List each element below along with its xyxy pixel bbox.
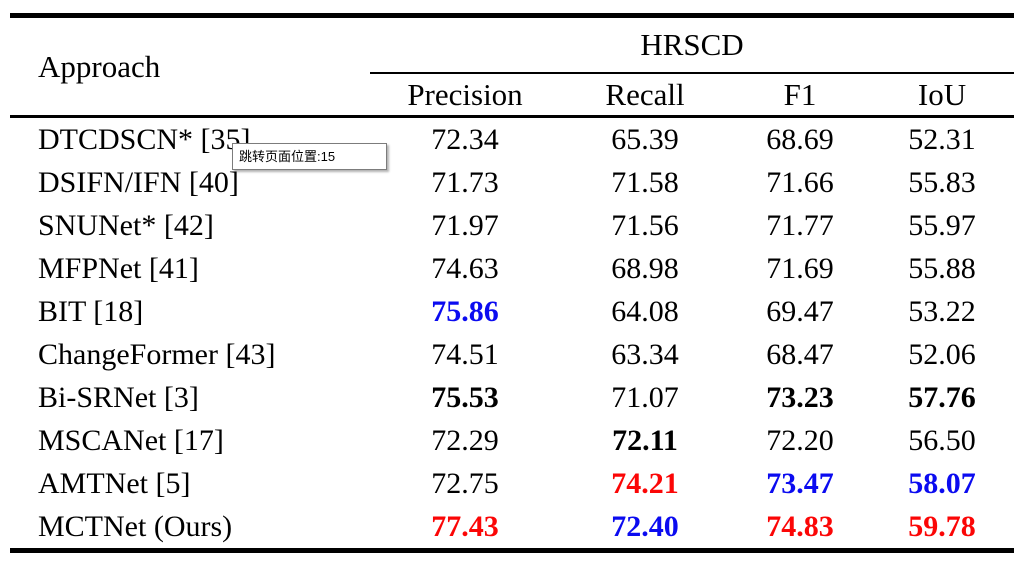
col-header-precision: Precision [370,73,560,118]
table-row: BIT [18] 75.86 64.08 69.47 53.22 [10,290,1014,333]
metric-value-cell: 53.22 [908,294,976,328]
metric-value-cell: 57.76 [908,380,976,414]
metric-value-cell: 55.83 [908,165,976,199]
metric-value-cell: 72.20 [766,423,834,457]
document-page: Approach HRSCD Precision Recall F1 IoU D… [0,13,1024,570]
approach-cell: BIT [18] [38,294,144,328]
metric-value-cell: 75.53 [431,380,499,414]
table-row: ChangeFormer [43] 74.51 63.34 68.47 52.06 [10,333,1014,376]
metric-value-cell: 71.77 [766,208,834,242]
metric-value-cell: 77.43 [431,509,499,543]
approach-cell: AMTNet [5] [38,466,191,500]
table-row: SNUNet* [42] 71.97 71.56 71.77 55.97 [10,204,1014,247]
col-header-approach: Approach [10,15,370,118]
group-header-hrscd: HRSCD [370,15,1014,74]
metric-value-cell: 71.73 [431,165,499,199]
metric-value-cell: 72.34 [431,122,499,156]
table-row: AMTNet [5] 72.75 74.21 73.47 58.07 [10,462,1014,505]
metric-value-cell: 74.51 [431,337,499,371]
col-header-f1: F1 [730,73,870,118]
metric-value-cell: 55.97 [908,208,976,242]
metric-value-cell: 58.07 [908,466,976,500]
metric-value-cell: 64.08 [611,294,679,328]
metric-value-cell: 65.39 [611,122,679,156]
approach-cell: MFPNet [41] [38,251,199,285]
metric-value-cell: 71.69 [766,251,834,285]
table-row: Bi-SRNet [3] 75.53 71.07 73.23 57.76 [10,376,1014,419]
metric-value-cell: 52.06 [908,337,976,371]
group-header-row: Approach HRSCD [10,15,1014,118]
metric-value-cell: 72.11 [612,423,678,457]
metric-value-cell: 71.58 [611,165,679,199]
approach-cell: ChangeFormer [43] [38,337,276,371]
metric-value-cell: 68.98 [611,251,679,285]
metric-value-cell: 73.47 [766,466,834,500]
metric-value-cell: 73.23 [766,380,834,414]
metric-value-cell: 74.21 [611,466,679,500]
metric-value-cell: 71.66 [766,165,834,199]
approach-cell: MCTNet (Ours) [38,509,233,543]
metric-value-cell: 68.69 [766,122,834,156]
metric-value-cell: 63.34 [611,337,679,371]
table-row: DSIFN/IFN [40] 71.73 71.58 71.66 55.83 [10,161,1014,204]
metric-header-row: Precision Recall F1 IoU [10,73,1014,118]
metric-value-cell: 68.47 [766,337,834,371]
col-header-recall: Recall [560,73,730,118]
col-header-iou: IoU [870,73,1014,118]
metric-value-cell: 56.50 [908,423,976,457]
metric-value-cell: 72.40 [611,509,679,543]
metric-value-cell: 74.83 [766,509,834,543]
approach-cell: Bi-SRNet [3] [38,380,199,414]
metric-value-cell: 71.07 [611,380,679,414]
results-table: Approach HRSCD Precision Recall F1 IoU D… [10,13,1014,553]
table-row: DTCDSCN* [35] 72.34 65.39 68.69 52.31 [10,117,1014,162]
table-row: MFPNet [41] 74.63 68.98 71.69 55.88 [10,247,1014,290]
approach-cell: SNUNet* [42] [38,208,214,242]
table-row: MSCANet [17] 72.29 72.11 72.20 56.50 [10,419,1014,462]
metric-value-cell: 71.56 [611,208,679,242]
approach-cell: DSIFN/IFN [40] [38,165,239,199]
metric-value-cell: 71.97 [431,208,499,242]
metric-value-cell: 74.63 [431,251,499,285]
metric-value-cell: 72.29 [431,423,499,457]
approach-cell: MSCANet [17] [38,423,224,457]
metric-value-cell: 55.88 [908,251,976,285]
metric-value-cell: 59.78 [908,509,976,543]
page-jump-tooltip: 跳转页面位置:15 [232,143,387,170]
metric-value-cell: 69.47 [766,294,834,328]
metric-value-cell: 52.31 [908,122,976,156]
metric-value-cell: 75.86 [431,294,499,328]
approach-cell[interactable]: DTCDSCN* [35] [38,122,251,156]
metric-value-cell: 72.75 [431,466,499,500]
table-row: MCTNet (Ours) 77.43 72.40 74.83 59.78 [10,505,1014,551]
